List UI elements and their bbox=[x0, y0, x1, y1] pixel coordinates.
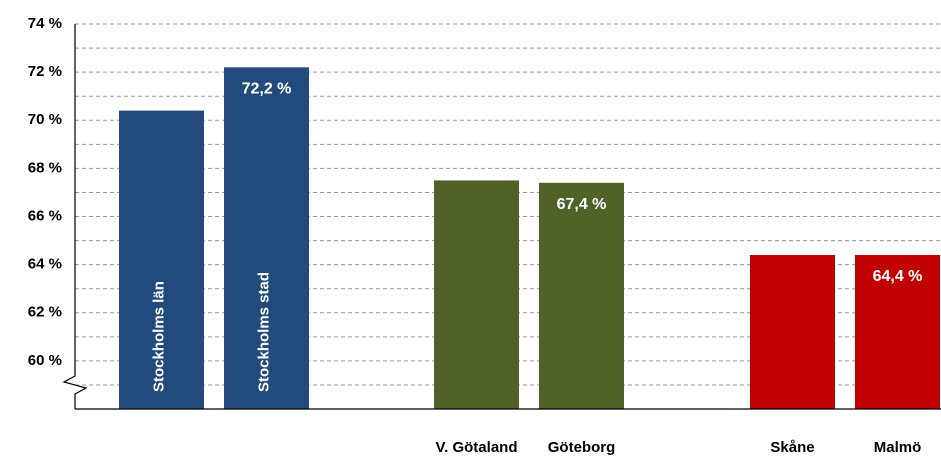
x-tick-label: Göteborg bbox=[548, 439, 616, 456]
bar bbox=[119, 110, 204, 409]
x-tick-label: Skåne bbox=[770, 439, 814, 456]
y-tick-label: 74 % bbox=[28, 15, 62, 32]
y-tick-label: 60 % bbox=[28, 352, 62, 369]
y-tick-label: 72 % bbox=[28, 63, 62, 80]
y-tick-label: 62 % bbox=[28, 304, 62, 321]
value-label: 67,4 % bbox=[557, 196, 607, 213]
bar bbox=[434, 180, 519, 409]
y-tick-label: 66 % bbox=[28, 207, 62, 224]
bar bbox=[750, 255, 835, 409]
y-tick-label: 70 % bbox=[28, 111, 62, 128]
x-tick-label: V. Götaland bbox=[436, 439, 518, 456]
category-label: Stockholms län bbox=[150, 281, 167, 392]
bar bbox=[855, 255, 940, 409]
value-label: 64,4 % bbox=[873, 268, 923, 285]
bar bbox=[224, 67, 309, 409]
x-tick-label: Malmö bbox=[874, 439, 922, 456]
bars bbox=[119, 67, 940, 409]
value-label: 72,2 % bbox=[242, 81, 292, 98]
y-tick-label: 64 % bbox=[28, 256, 62, 273]
category-label: Stockholms stad bbox=[255, 272, 272, 392]
y-tick-label: 68 % bbox=[28, 159, 62, 176]
y-axis bbox=[62, 24, 88, 409]
bar bbox=[539, 182, 624, 409]
